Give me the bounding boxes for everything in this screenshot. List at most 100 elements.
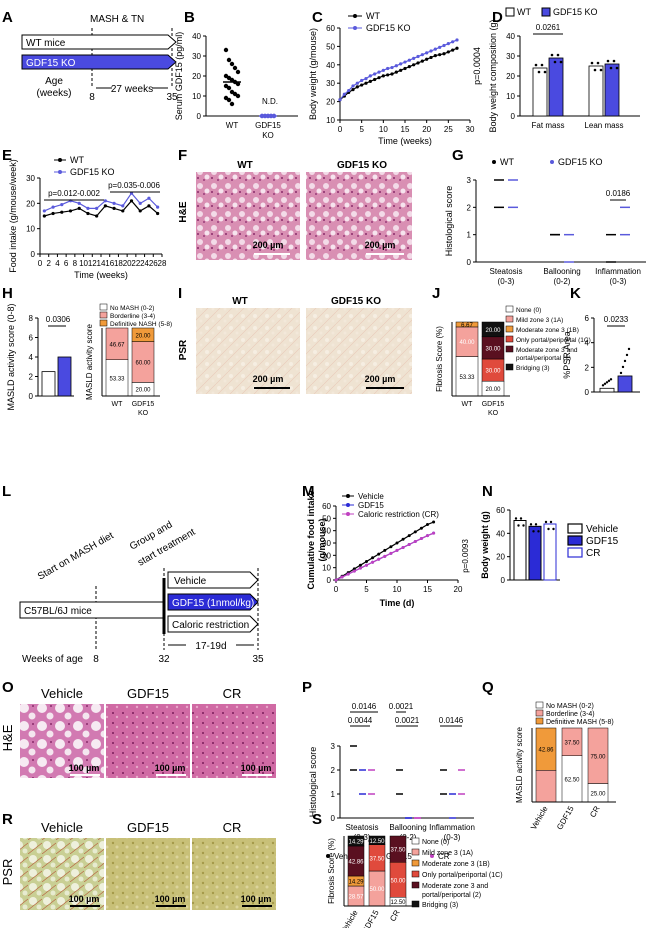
d-bar [548, 57, 564, 117]
g-legend-label: WT [500, 157, 514, 167]
h-y-tick-label: 8 [29, 314, 34, 323]
k-point [623, 359, 627, 363]
e-annotation: p=0.012-0.002 [48, 189, 100, 198]
h2-segment-label: 20.00 [135, 388, 151, 394]
c-x-tick-label: 25 [444, 125, 453, 134]
c-point [390, 65, 394, 70]
p-annotation: 0.0044 [348, 716, 373, 725]
panel-label-h: H [2, 285, 13, 302]
n-legend-label: Vehicle [586, 524, 619, 535]
d-legend-swatch [541, 7, 551, 17]
l-week-35: 35 [252, 654, 264, 665]
panel-label-e: E [2, 147, 12, 164]
a-wt-arrow [21, 34, 177, 50]
h-y-axis-label: MASLD activity score (0-8) [6, 303, 16, 410]
e-y-axis-label: Food intake (g/mouse/week) [8, 159, 18, 273]
r-cr-scale-label: 100 µm [241, 894, 272, 904]
e-x-tick-label: 22 [131, 259, 140, 268]
n-y-tick-label: 0 [501, 576, 506, 585]
s-legend-label: Bridging (3) [422, 902, 458, 909]
n-bar [513, 520, 527, 581]
q-stack-segment [535, 770, 557, 803]
s-legend-label: Mild zone 3 (1A) [422, 850, 473, 857]
m-point [432, 520, 436, 524]
c-point [399, 68, 403, 72]
m-point [358, 563, 362, 567]
c-point [425, 51, 429, 55]
d-bar [588, 65, 604, 117]
k-point [607, 379, 611, 382]
g-y-tick-label: 2 [467, 203, 472, 212]
b-y-axis-label: Serum GDF15 (pg/ml) [174, 32, 184, 121]
e-y-tick-label: 0 [31, 250, 36, 259]
o-stain-label: H&E [0, 724, 15, 751]
f-ko-image [306, 172, 412, 260]
c-x-tick-label: 30 [466, 125, 475, 134]
m-annotation: p=0.0093 [461, 539, 470, 573]
c-point [368, 79, 372, 83]
j-legend-label: Only portal/periportal (1C) [516, 337, 591, 344]
m-x-axis-label: Time (d) [380, 598, 415, 608]
g-y-tick-label: 3 [467, 176, 472, 185]
e-y-tick-label: 10 [26, 225, 35, 234]
s-legend-label: Only portal/periportal (1C) [422, 872, 503, 879]
c-point [377, 70, 381, 74]
m-point [413, 540, 417, 544]
panel-label-q: Q [482, 679, 494, 696]
e-legend-marker [58, 170, 62, 174]
c-point [403, 60, 407, 64]
m-point [340, 575, 344, 579]
j-legend-swatch [505, 305, 514, 313]
c-point [451, 48, 455, 52]
m-y-axis-label: (g/mouse) [317, 518, 327, 561]
e-x-tick-label: 26 [149, 259, 158, 268]
p-category-label: (0-2) [400, 833, 417, 842]
m-point [383, 548, 387, 552]
q-stack-segment [587, 727, 609, 784]
c-point [420, 59, 424, 63]
e-point [156, 211, 160, 216]
p-y-tick-label: 3 [331, 742, 336, 751]
c-x-tick-label: 15 [401, 125, 410, 134]
e-point [121, 209, 125, 213]
l-gdf15-arrow [167, 593, 259, 611]
c-point [407, 65, 411, 69]
c-x-tick-label: 5 [359, 125, 364, 134]
l-weeks-label: Weeks of age [22, 654, 83, 665]
p-annotation: 0.0146 [352, 702, 377, 711]
i-ko-scale-label: 200 µm [365, 374, 396, 384]
panel-label-b: B [184, 9, 195, 26]
s-segment-label: 50.00 [390, 878, 406, 884]
n-legend-swatch [567, 523, 583, 534]
m-x-tick-label: 15 [423, 585, 432, 594]
o-cr-scale-label: 100 µm [241, 763, 272, 773]
g-category-label: Steatosis [490, 267, 523, 276]
e-point [60, 210, 64, 214]
d-point [606, 59, 610, 63]
l-week-8: 8 [93, 654, 99, 665]
n-point [537, 530, 540, 533]
e-x-tick-label: 14 [97, 259, 106, 268]
k-y-axis-label: %PSR Area [562, 331, 572, 379]
c-point [351, 84, 355, 88]
e-x-tick-label: 4 [55, 259, 60, 268]
e-x-tick-label: 12 [88, 259, 97, 268]
n-point [547, 527, 550, 531]
s-stack-segment [368, 835, 386, 845]
m-point [407, 534, 411, 538]
b-point [226, 57, 232, 63]
panel-a: A MASH & TN WT mice GDF15 KO Age (weeks)… [2, 9, 178, 103]
s-legend-label: Moderate zone 3 (1B) [422, 861, 490, 868]
k-point [603, 382, 607, 385]
m-point [377, 552, 381, 556]
m-point [401, 545, 405, 549]
s-stack-segment [389, 835, 407, 863]
d-annotation: 0.0261 [536, 23, 561, 32]
g-category-label: (0-2) [554, 277, 571, 286]
s-legend-swatch [411, 848, 420, 856]
d-point [596, 61, 600, 65]
p-y-tick-label: 0 [331, 814, 336, 823]
c-legend-marker [353, 26, 357, 30]
o-vehicle-image [20, 704, 104, 778]
m-x-tick-label: 5 [364, 585, 369, 594]
